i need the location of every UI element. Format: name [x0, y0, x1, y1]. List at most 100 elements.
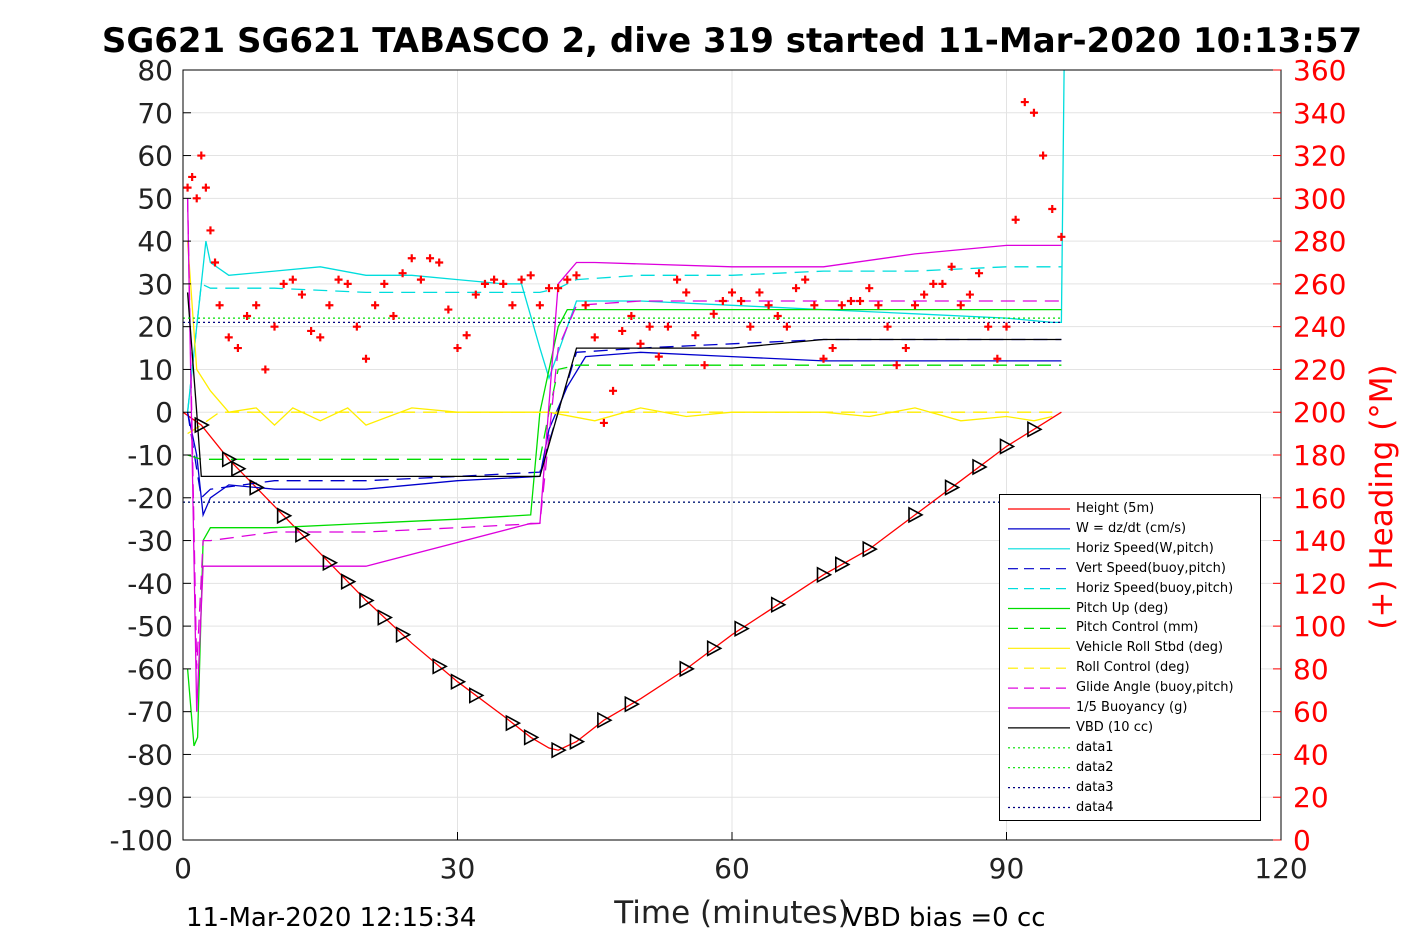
left-tick-label: 40: [137, 225, 173, 258]
depth-marker: [734, 620, 750, 638]
series-line-9: [186, 198, 1062, 669]
legend-item-label: 1/5 Buoyancy (g): [1076, 700, 1188, 715]
heading-marker: [975, 269, 984, 278]
heading-marker: [810, 301, 819, 310]
right-tick-label: 280: [1293, 225, 1346, 258]
heading-marker: [682, 288, 691, 297]
heading-marker: [444, 305, 453, 314]
legend-item-label: W = dz/dt (cm/s): [1076, 520, 1187, 536]
depth-marker: [322, 554, 339, 572]
series-line-0: [182, 411, 1062, 751]
left-tick-label: 60: [137, 140, 173, 173]
legend-item-label: data4: [1076, 799, 1114, 815]
heading-marker: [490, 275, 499, 284]
heading-marker: [911, 301, 919, 310]
left-tick-label: 80: [137, 54, 173, 87]
heading-marker: [846, 297, 855, 305]
depth-marker: [450, 673, 467, 691]
heading-marker: [563, 275, 572, 284]
left-tick-label: -40: [127, 567, 173, 600]
heading-marker: [270, 322, 279, 331]
heading-marker: [371, 301, 380, 310]
right-axis-label: (+) Heading (°M): [1364, 364, 1400, 629]
heading-marker: [526, 271, 535, 280]
heading-marker: [192, 194, 201, 203]
depth-marker: [276, 507, 293, 525]
heading-marker: [535, 301, 544, 310]
x-axis-ticks: 0 30 60 90 120: [174, 832, 1308, 885]
heading-marker: [215, 301, 224, 310]
right-tick-label: 140: [1293, 525, 1346, 558]
heading-marker: [545, 284, 553, 293]
left-tick-label: 50: [137, 182, 173, 215]
heading-marker: [737, 297, 746, 305]
heading-marker: [508, 301, 517, 310]
heading-marker: [389, 311, 398, 320]
heading-marker: [426, 254, 435, 263]
right-tick-label: 240: [1293, 311, 1346, 344]
heading-marker: [599, 418, 608, 427]
heading-marker: [618, 326, 627, 335]
heading-marker: [183, 183, 192, 192]
heading-marker: [755, 288, 764, 297]
series-line-7: [186, 241, 1053, 426]
heading-marker: [828, 344, 837, 353]
heading-marker: [929, 279, 938, 288]
heading-marker: [197, 151, 206, 160]
footer-timestamp: 11-Mar-2020 12:15:34: [186, 903, 476, 933]
heading-marker: [819, 354, 828, 363]
legend-item-label: Height (5m): [1076, 501, 1155, 516]
heading-marker: [279, 279, 288, 288]
depth-marker: [359, 592, 375, 609]
right-tick-label: 100: [1293, 610, 1346, 643]
heading-marker: [984, 322, 993, 331]
right-axis-ticks: 3603403203002802602402202001801601401201…: [1273, 54, 1346, 857]
left-tick-label: 10: [137, 353, 173, 386]
right-tick-label: 80: [1293, 653, 1329, 686]
left-tick-label: -60: [127, 653, 173, 686]
heading-marker: [307, 326, 316, 335]
left-tick-label: -20: [127, 482, 173, 515]
heading-marker: [499, 279, 508, 288]
heading-marker: [517, 275, 526, 284]
heading-marker: [1048, 205, 1057, 214]
heading-marker: [471, 290, 480, 299]
heading-marker: [627, 311, 636, 320]
right-tick-label: 340: [1293, 97, 1346, 130]
heading-marker: [288, 275, 297, 284]
legend-item-label: Pitch Control (mm): [1076, 620, 1199, 636]
depth-marker: [432, 657, 448, 675]
heading-marker: [188, 172, 197, 181]
footer-vbd-bias: VBD bias =0 cc: [845, 903, 1046, 933]
heading-marker: [233, 344, 242, 353]
heading-marker: [297, 290, 306, 299]
heading-marker: [1011, 215, 1020, 224]
heading-marker: [581, 301, 590, 310]
right-tick-label: 160: [1293, 482, 1346, 515]
legend-item-label: Pitch Up (deg): [1076, 600, 1169, 616]
depth-marker: [862, 540, 878, 558]
x-tick-label: 0: [174, 852, 192, 885]
heading-marker: [407, 254, 416, 263]
depth-marker: [816, 566, 833, 584]
heading-marker: [325, 301, 334, 310]
right-tick-label: 260: [1293, 268, 1346, 301]
legend-item-label: Glide Angle (buoy,pitch): [1076, 680, 1234, 696]
depth-marker: [597, 711, 613, 729]
depth-marker: [972, 458, 988, 476]
heading-marker: [398, 269, 407, 278]
legend-item-label: Horiz Speed(buoy,pitch): [1076, 580, 1234, 596]
heading-marker: [243, 311, 252, 320]
heading-marker: [261, 365, 270, 374]
heading-marker: [947, 262, 956, 271]
heading-marker: [654, 352, 663, 361]
left-tick-label: -90: [127, 781, 173, 814]
heading-marker: [343, 279, 352, 288]
heading-marker: [993, 354, 1002, 363]
series-line-10: [186, 198, 1062, 712]
heading-marker: [572, 271, 581, 280]
depth-marker: [999, 438, 1016, 455]
heading-marker: [965, 290, 974, 299]
depth-marker: [468, 687, 485, 704]
